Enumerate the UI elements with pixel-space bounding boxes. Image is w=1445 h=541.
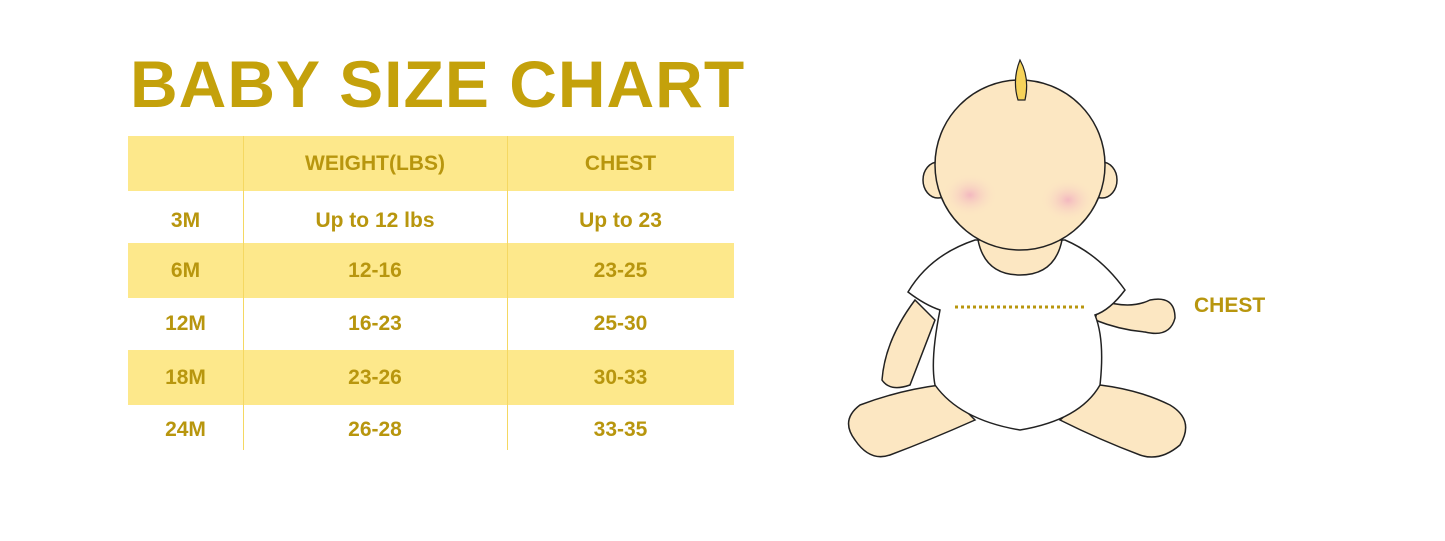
size-cell: 3M [170, 209, 201, 232]
table-row: 18M 23-26 30-33 [128, 350, 734, 405]
blush-left [942, 173, 998, 217]
size-cell: 18M [165, 365, 206, 389]
size-cell: 12M [165, 312, 206, 335]
column-divider [243, 136, 244, 450]
chest-label: CHEST [1194, 294, 1266, 317]
table-row: 12M 16-23 25-30 [128, 298, 734, 350]
table-row: 6M 12-16 23-25 [128, 243, 734, 298]
header-cell [128, 136, 243, 191]
table-row: 24M 26-28 33-35 [128, 405, 734, 455]
size-cell: 24M [165, 418, 206, 441]
weight-cell: 23-26 [348, 365, 402, 389]
table-row: 3M Up to 12 lbs Up to 23 [128, 191, 734, 251]
table-header-row: WEIGHT(LBS) CHEST [128, 136, 734, 191]
chest-cell: 23-25 [593, 258, 648, 282]
chest-cell: 33-35 [593, 418, 648, 441]
weight-cell: 16-23 [348, 312, 402, 335]
weight-cell: Up to 12 lbs [315, 209, 435, 232]
page-title: BABY SIZE CHART [130, 47, 746, 121]
column-divider [507, 136, 508, 450]
size-cell: 6M [170, 258, 201, 282]
hair-curl [1014, 58, 1028, 101]
weight-cell: 12-16 [348, 258, 402, 282]
chest-cell: 30-33 [593, 365, 648, 389]
blush-right [1040, 178, 1096, 222]
baby-illustration [847, 58, 1187, 458]
chest-cell: 25-30 [593, 312, 648, 335]
header-chest: CHEST [584, 151, 657, 175]
header-weight: WEIGHT(LBS) [305, 151, 445, 175]
chest-cell: Up to 23 [579, 209, 662, 232]
weight-cell: 26-28 [348, 418, 402, 441]
